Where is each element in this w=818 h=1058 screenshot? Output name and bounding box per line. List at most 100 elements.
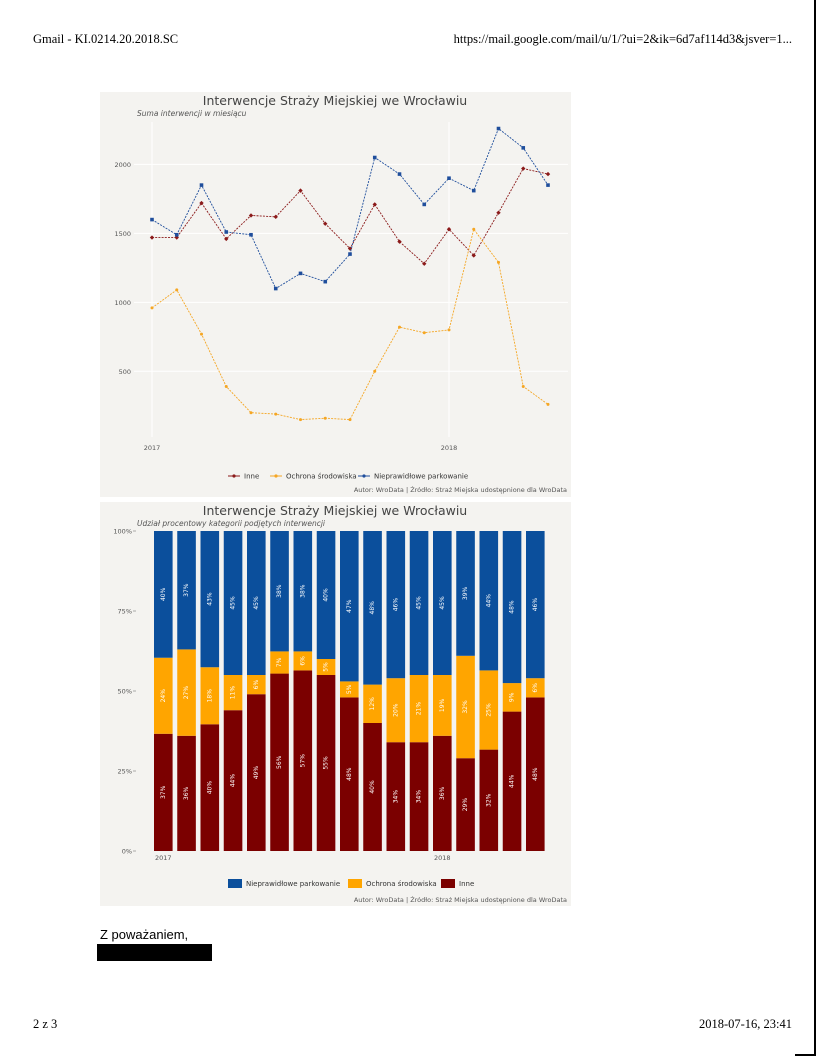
data-point: [373, 369, 377, 373]
y-tick-label: 0%: [122, 848, 132, 856]
data-point: [174, 232, 179, 237]
bar-segment: [293, 531, 313, 652]
data-point: [447, 176, 451, 181]
bar-segment: [526, 678, 545, 698]
bar-data-label: 48%: [369, 601, 376, 615]
data-point: [149, 235, 155, 240]
print-footer-page: 2 z 3: [33, 1017, 58, 1031]
bar-segment: [340, 531, 359, 682]
bar-data-label: 25%: [485, 703, 492, 717]
y-tick-label: 1000: [114, 299, 131, 307]
redacted-signature: [97, 944, 212, 961]
bar-data-label: 36%: [183, 786, 190, 800]
series-line-1: [151, 228, 549, 421]
legend-key: [441, 879, 455, 888]
bar-segment: [247, 675, 266, 695]
data-point: [521, 166, 526, 171]
print-footer-datetime: 2018-07-16, 23:41: [698, 1017, 792, 1031]
bar-data-label: 45%: [439, 596, 446, 610]
data-point: [397, 172, 402, 176]
x-tick-label: 2018: [434, 854, 451, 862]
bar-data-label: 5%: [323, 662, 330, 672]
bar-data-label: 6%: [299, 656, 306, 666]
x-tick-label: 2017: [144, 444, 161, 452]
line-chart-title: Interwencje Straży Miejskiej we Wrocławi…: [203, 93, 467, 108]
bar-data-label: 38%: [276, 584, 283, 598]
data-point: [546, 402, 550, 406]
bar-segment: [479, 749, 499, 851]
bar-data-label: 19%: [439, 698, 446, 712]
bar-data-label: 46%: [392, 598, 399, 612]
data-point: [546, 183, 550, 187]
bar-data-label: 11%: [230, 686, 237, 700]
data-point: [299, 418, 302, 422]
bar-chart-subtitle: Udział procentowy kategorii podjętych in…: [137, 519, 326, 528]
bar-data-label: 18%: [206, 689, 213, 703]
data-point: [372, 202, 377, 207]
bar-segment: [479, 531, 499, 671]
bar-segment: [270, 531, 289, 652]
bar-segment: [340, 681, 359, 698]
data-point: [150, 306, 154, 310]
bar-segment: [386, 742, 406, 851]
bar-data-label: 24%: [160, 689, 167, 703]
bar-segment: [502, 531, 522, 684]
bar-data-label: 9%: [509, 692, 516, 702]
y-tick-label: 1500: [114, 230, 131, 238]
data-point: [446, 227, 452, 232]
bar-segment: [409, 742, 429, 851]
x-tick-label: 2018: [441, 444, 458, 452]
data-point: [248, 213, 254, 218]
stacked-bar-chart-panel: Interwencje Straży Miejskiej we Wrocławi…: [100, 502, 571, 906]
bar-data-label: 48%: [532, 767, 539, 781]
bar-data-label: 44%: [230, 774, 237, 788]
data-point: [224, 230, 229, 234]
line-chart-panel: Interwencje Straży Miejskiej we Wrocławi…: [100, 92, 571, 497]
y-tick-label: 50%: [118, 688, 132, 696]
data-point: [174, 235, 179, 240]
bar-data-label: 6%: [253, 680, 260, 690]
bar-data-label: 57%: [299, 754, 306, 768]
bar-data-label: 45%: [230, 596, 237, 610]
bar-segment: [526, 531, 545, 679]
bar-segment: [200, 667, 220, 725]
data-point: [200, 332, 203, 336]
data-point: [323, 221, 328, 226]
legend-label: Inne: [459, 880, 474, 888]
bar-data-label: 45%: [416, 596, 423, 610]
bar-segment: [223, 710, 243, 851]
bar-segment: [316, 531, 336, 659]
y-tick-label: 100%: [113, 528, 132, 536]
bar-data-label: 48%: [346, 767, 353, 781]
bar-segment: [340, 697, 359, 851]
bar-segment: [223, 675, 243, 711]
bar-data-label: 44%: [485, 594, 492, 608]
print-header-url: https://mail.google.com/mail/u/1/?ui=2&i…: [453, 32, 792, 46]
data-point: [471, 188, 476, 193]
bar-segment: [409, 675, 429, 743]
bar-segment: [270, 651, 289, 674]
data-point: [447, 328, 451, 332]
data-point: [422, 261, 427, 266]
data-point: [199, 200, 204, 206]
legend-label: Ochrona środowiska: [366, 880, 437, 888]
y-tick-label: 25%: [118, 768, 132, 776]
bar-data-label: 40%: [160, 587, 167, 601]
page-edge-line: [814, 0, 816, 1056]
data-point: [348, 418, 352, 422]
data-point: [175, 288, 179, 292]
data-point: [348, 252, 352, 256]
bar-data-label: 29%: [462, 798, 469, 812]
bar-data-label: 40%: [323, 588, 330, 602]
data-point: [497, 260, 500, 264]
bar-data-label: 40%: [206, 781, 213, 795]
bar-segment: [409, 531, 429, 675]
bar-segment: [270, 673, 289, 851]
bar-segment: [433, 735, 452, 851]
data-point: [521, 384, 525, 388]
bar-data-label: 49%: [253, 766, 260, 780]
bar-segment: [154, 657, 173, 734]
bar-segment: [502, 711, 522, 851]
bar-data-label: 36%: [439, 786, 446, 800]
bar-segment: [502, 683, 522, 712]
